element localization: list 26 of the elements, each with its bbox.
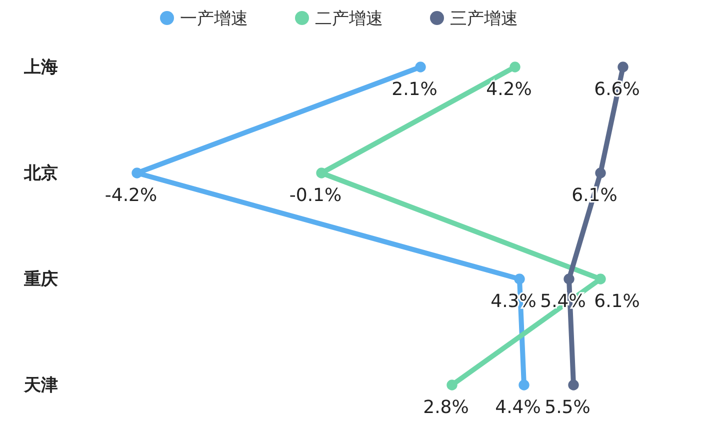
point (618, 62, 628, 72)
legend-label: 三产增速 (450, 8, 518, 29)
point (564, 274, 574, 284)
data-label: 5.5% (544, 397, 590, 418)
point (595, 274, 606, 284)
point (446, 380, 458, 390)
y-tick-label: 重庆 (23, 269, 58, 290)
data-label: 2.1% (392, 79, 438, 100)
data-label: 4.4% (495, 397, 541, 418)
point (568, 380, 579, 390)
data-label: 4.2% (486, 79, 532, 100)
point (514, 274, 525, 284)
data-label: 6.1% (594, 291, 640, 312)
legend-label: 二产增速 (315, 8, 383, 29)
point (595, 168, 606, 178)
point (510, 62, 520, 72)
y-tick-label: 上海 (23, 57, 58, 78)
legend-label: 一产增速 (180, 8, 248, 29)
data-label: -0.1% (289, 185, 342, 206)
y-tick-label: 天津 (23, 375, 58, 396)
point (415, 62, 426, 72)
point (132, 168, 142, 178)
data-label: -4.2% (104, 185, 158, 206)
point (518, 380, 530, 390)
data-label: 2.8% (423, 397, 469, 418)
y-tick-label: 北京 (23, 163, 58, 184)
